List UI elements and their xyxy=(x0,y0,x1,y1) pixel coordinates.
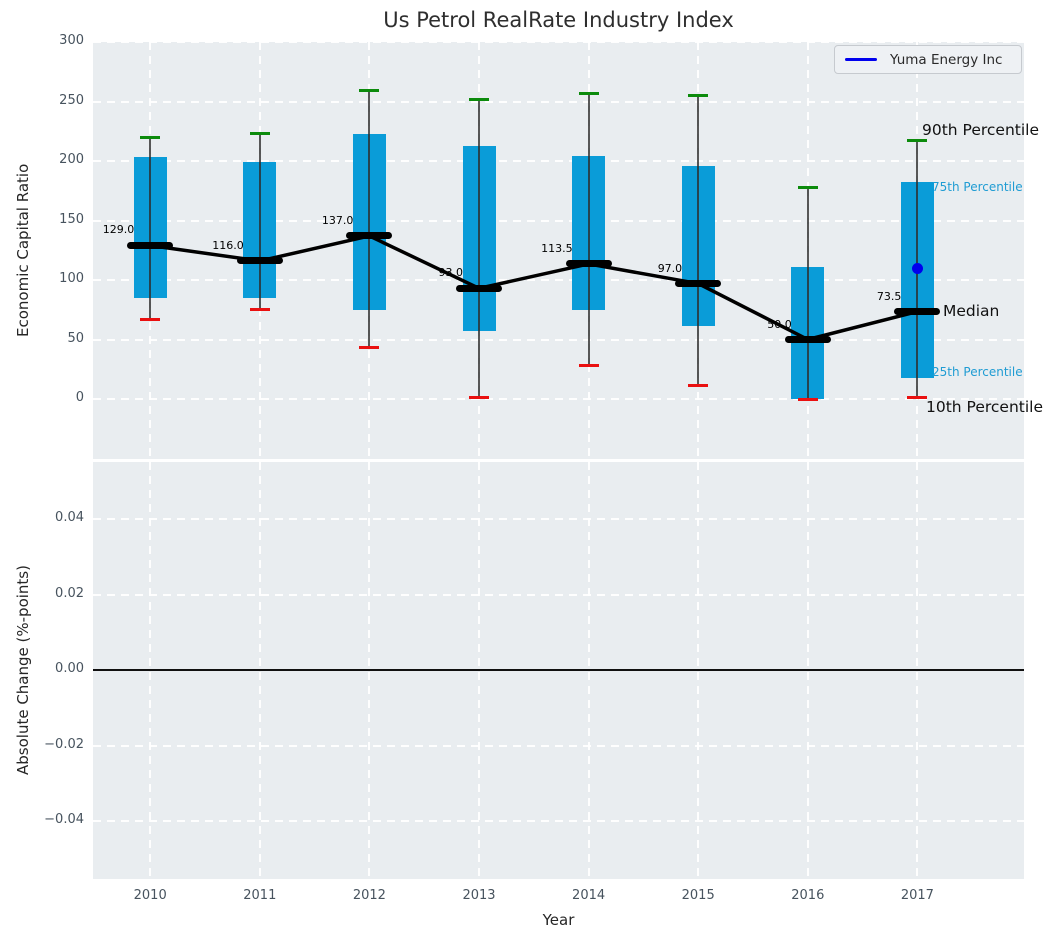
zero-line xyxy=(93,669,1024,671)
y-tick-label: 200 xyxy=(59,152,84,167)
whisker-2011 xyxy=(258,133,261,310)
p10-cap-2012 xyxy=(359,346,380,350)
median-marker-2012 xyxy=(346,232,393,240)
y-tick-label: 300 xyxy=(59,33,84,48)
median-label-2013: 93.0 xyxy=(438,266,464,280)
p90-cap-2011 xyxy=(249,132,270,136)
whisker-2012 xyxy=(368,90,371,348)
p90-cap-2015 xyxy=(688,94,709,98)
median-label-2014: 113.5 xyxy=(541,241,573,255)
gridline-h xyxy=(93,100,1024,103)
x-tick-label: 2017 xyxy=(900,888,934,903)
gridline-h xyxy=(93,41,1024,43)
annotation-10th-percentile: 10th Percentile xyxy=(926,398,1044,416)
p90-cap-2012 xyxy=(359,89,380,93)
whisker-2015 xyxy=(697,95,700,386)
p10-cap-2014 xyxy=(578,364,599,368)
median-label-2015: 97.0 xyxy=(657,261,683,275)
x-tick-label: 2015 xyxy=(681,888,715,903)
p10-cap-2016 xyxy=(797,397,818,401)
gridline-h xyxy=(93,160,1024,162)
p90-cap-2016 xyxy=(797,185,818,189)
median-marker-2010 xyxy=(127,241,174,249)
median-marker-2015 xyxy=(675,280,722,288)
gridline-h xyxy=(93,744,1024,747)
whisker-2016 xyxy=(806,187,809,399)
y-tick-label: 150 xyxy=(59,211,84,227)
gridline-h xyxy=(93,398,1024,400)
median-marker-2014 xyxy=(565,260,612,268)
x-tick-label: 2014 xyxy=(572,888,606,903)
annotation-75th-percentile: 75th Percentile xyxy=(932,180,1023,194)
x-tick-label: 2016 xyxy=(791,888,825,903)
bottom-plot xyxy=(93,462,1024,879)
p10-cap-2013 xyxy=(469,396,489,400)
gridline-h xyxy=(93,219,1024,222)
company-line-icon xyxy=(845,58,877,61)
gridline-h xyxy=(93,338,1024,341)
median-label-2011: 116.0 xyxy=(212,238,244,252)
x-tick-label: 2012 xyxy=(352,888,386,903)
annotation-90th-percentile: 90th Percentile xyxy=(922,121,1040,139)
y-tick-label: −0.04 xyxy=(44,812,84,827)
whisker-2013 xyxy=(478,99,480,398)
y-tick-label: 0.04 xyxy=(55,510,84,525)
legend-label: Yuma Energy Inc xyxy=(890,51,1003,68)
y-tick-label: 0 xyxy=(75,390,84,405)
median-marker-2016 xyxy=(784,336,831,343)
median-label-2010: 129.0 xyxy=(102,223,135,237)
whisker-2010 xyxy=(149,137,152,320)
x-tick-label: 2013 xyxy=(462,888,496,903)
x-axis-label: Year xyxy=(542,911,575,929)
y-tick-label: 100 xyxy=(59,271,84,286)
gridline-h xyxy=(93,279,1024,281)
p10-cap-2010 xyxy=(140,317,161,321)
gridline-h xyxy=(93,518,1024,520)
gridline-h xyxy=(93,593,1024,596)
p10-cap-2017 xyxy=(907,396,928,400)
annotation-25th-percentile: 25th Percentile xyxy=(932,365,1023,379)
legend: Yuma Energy Inc xyxy=(834,45,1022,74)
x-tick-label: 2011 xyxy=(243,888,277,903)
whisker-2014 xyxy=(587,93,590,366)
median-label-2017: 73.5 xyxy=(876,289,902,303)
gridline-h xyxy=(93,820,1024,822)
chart-title: Us Petrol RealRate Industry Index xyxy=(383,8,734,32)
company-point xyxy=(911,262,923,274)
y-tick-label: 0.00 xyxy=(55,661,84,676)
p90-cap-2017 xyxy=(907,139,928,143)
median-label-2016: 50.0 xyxy=(767,317,792,331)
y-tick-label: −0.02 xyxy=(44,736,84,752)
y-tick-label: 50 xyxy=(67,330,84,346)
y-tick-label: 250 xyxy=(59,92,84,108)
median-label-2012: 137.0 xyxy=(321,213,354,227)
top-plot: 129.0 116.0 137.0 93.0 113.5 97.0 50.0 73.5 xyxy=(93,41,1024,459)
p10-cap-2011 xyxy=(249,308,270,312)
p90-cap-2010 xyxy=(140,135,161,139)
median-marker-2013 xyxy=(456,284,502,292)
p90-cap-2014 xyxy=(578,91,599,95)
p10-cap-2015 xyxy=(688,384,709,388)
y-tick-label: 0.02 xyxy=(55,585,84,601)
x-tick-label: 2010 xyxy=(133,888,167,903)
median-line xyxy=(148,234,920,342)
median-marker-2011 xyxy=(236,257,283,265)
annotation-median: Median xyxy=(943,302,1000,320)
p90-cap-2013 xyxy=(469,97,489,101)
median-marker-2017 xyxy=(894,308,941,316)
